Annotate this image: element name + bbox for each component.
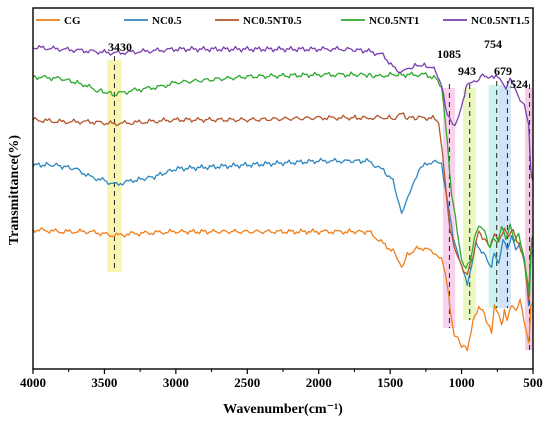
peak-label-943: 943: [458, 64, 476, 78]
peak-band-754: [488, 85, 499, 308]
legend-label: NC0.5NT1.5: [471, 15, 530, 27]
x-tick-label-4000: 4000: [20, 375, 46, 390]
peak-band-524: [525, 88, 533, 350]
legend: CG NC0.5 NC0.5NT0.5 NC0.5NT1 NC0.5NT1.5: [36, 15, 530, 27]
peak-bands: [107, 60, 533, 350]
peak-label-679: 679: [494, 64, 512, 78]
x-tick-label-2500: 2500: [234, 375, 260, 390]
peak-label-524: 524: [510, 77, 528, 91]
x-axis-label: Wavenumber(cm⁻¹): [223, 402, 343, 417]
peak-label-1085: 1085: [437, 47, 461, 61]
legend-label: NC0.5NT0.5: [243, 15, 302, 27]
legend-label: NC0.5: [152, 15, 182, 27]
series-line-nc0-5nt1: [32, 71, 534, 298]
x-tick-label-500: 500: [523, 375, 543, 390]
series-line-nc0-5: [32, 157, 534, 307]
x-tick-label-3000: 3000: [163, 375, 189, 390]
peak-band-679: [498, 85, 511, 308]
peak-label-754: 754: [484, 37, 502, 51]
x-tick-label-2000: 2000: [306, 375, 332, 390]
series-line-nc0-5nt1-5: [32, 44, 534, 181]
y-axis-label: Transmittance(%): [7, 135, 22, 245]
series-line-cg: [32, 227, 534, 352]
x-axis-ticks: 4000 3500 3000 2500 2000 1500 1000 500: [20, 369, 543, 390]
peak-label-3430: 3430: [108, 40, 132, 54]
x-tick-label-3500: 3500: [91, 375, 117, 390]
series-line-nc0-5nt0-5: [32, 112, 534, 302]
x-tick-label-1000: 1000: [449, 375, 475, 390]
series-lines: [32, 44, 534, 352]
legend-label: CG: [64, 15, 81, 27]
legend-label: NC0.5NT1: [369, 15, 419, 27]
x-tick-label-1500: 1500: [377, 375, 403, 390]
